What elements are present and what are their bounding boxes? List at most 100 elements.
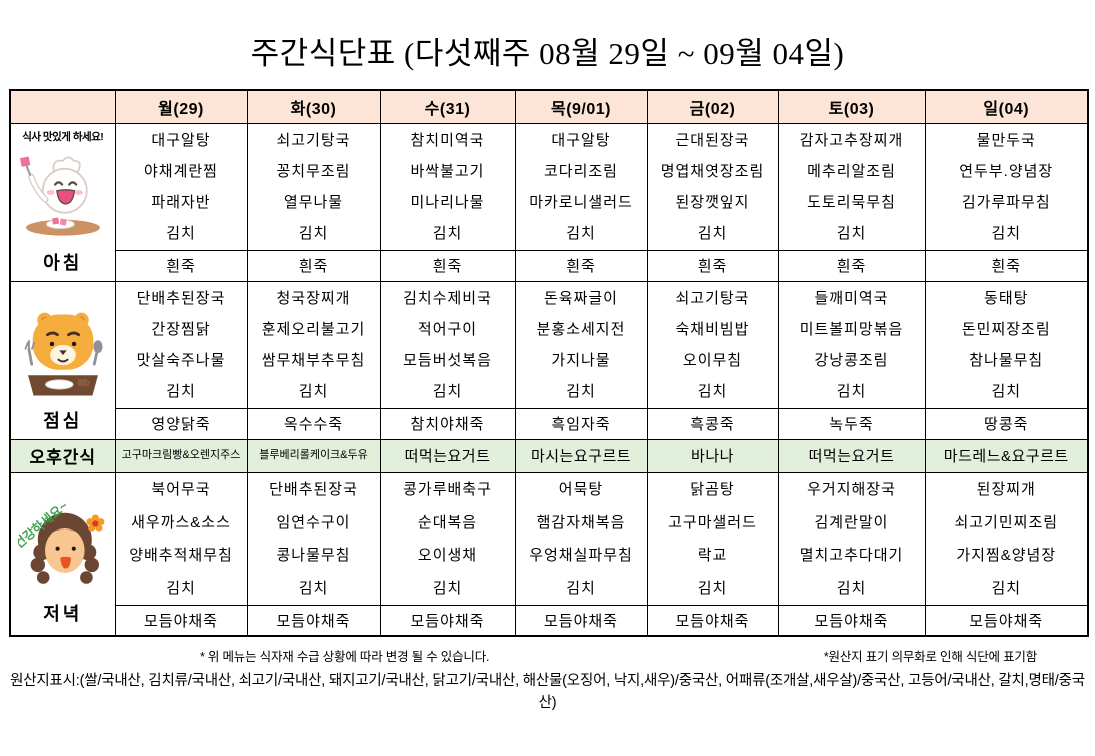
snack-cell-1: 블루베리롤케이크&두유 [246, 438, 381, 473]
dish-dinner-0-2: 양배추적채무침 [129, 546, 233, 564]
dish-lunch-2-1: 적어구이 [417, 320, 478, 338]
table-header-row: 월(29) 화(30) 수(31) 목(9/01) 금(02) 토(03) 일(04) [9, 89, 1089, 124]
dish-breakfast-3-3: 김치 [566, 224, 596, 242]
dish-breakfast-4-1: 명엽채엿장조림 [660, 162, 765, 180]
menu-cell-lunch-0: 단배추된장국 간장찜닭 맛살숙주나물 김치 [114, 280, 248, 409]
dish-dinner-6-0: 된장찌개 [976, 480, 1036, 498]
day-header-5: 토(03) [777, 89, 926, 124]
dish-dinner-3-1: 햄감자채복음 [536, 513, 626, 531]
dish-dinner-0-3: 김치 [166, 579, 196, 597]
eating-character-icon [19, 156, 100, 236]
dish-lunch-6-0: 동태탕 [984, 289, 1029, 307]
dish-lunch-6-3: 김치 [991, 382, 1022, 400]
dish-dinner-1-1: 임연수구이 [276, 513, 351, 531]
dish-lunch-5-0: 들깨미역국 [814, 289, 889, 307]
footnotes-line: * 위 메뉴는 식자재 수급 상황에 따라 변경 될 수 있습니다. *원산지 … [0, 646, 1095, 665]
dish-dinner-6-2: 가지찜&양념장 [956, 546, 1057, 564]
porridge-cell-dinner-6: 모듬야채죽 [924, 604, 1089, 637]
porridge-cell-dinner-2: 모듬야채죽 [379, 604, 516, 637]
dish-breakfast-6-0: 물만두국 [976, 131, 1036, 149]
dish-breakfast-0-2: 파래자반 [151, 193, 211, 211]
dish-breakfast-2-1: 바싹불고기 [410, 162, 485, 180]
dish-lunch-4-0: 쇠고기탕국 [675, 289, 750, 307]
dish-dinner-5-0: 우거지해장국 [807, 480, 896, 498]
dish-lunch-3-0: 돈육짜글이 [543, 289, 618, 307]
dish-dinner-2-0: 콩가루배축구 [403, 480, 492, 498]
breakfast-menu-row: 식사 맛있게 하세요! [9, 122, 1089, 282]
snack-cell-6: 마드레느&요구르트 [924, 438, 1089, 473]
day-header-4: 금(02) [646, 89, 779, 124]
dish-breakfast-4-2: 된장깻잎지 [675, 193, 750, 211]
porridge-cell-lunch-2: 참치야채죽 [379, 407, 516, 440]
origin-disclosure-text: 원산지표시:(쌀/국내산, 김치류/국내산, 쇠고기/국내산, 돼지고기/국내산… [10, 673, 1085, 712]
menu-cell-breakfast-0: 대구알탕 야채계란찜 파래자반 김치 [114, 122, 248, 251]
menu-cell-dinner-5: 우거지해장국 김계란말이 멸치고추다대기 김치 [777, 471, 926, 606]
breakfast-greeting-text: 식사 맛있게 하세요! [22, 130, 104, 143]
dish-lunch-4-3: 김치 [697, 382, 728, 400]
dish-breakfast-1-1: 꽁치무조림 [276, 162, 351, 180]
dish-breakfast-6-1: 연두부.양념장 [959, 162, 1054, 180]
day-header-2: 수(31) [379, 89, 516, 124]
porridge-cell-breakfast-2: 흰죽 [379, 249, 516, 282]
porridge-cell-breakfast-3: 흰죽 [514, 249, 648, 282]
porridge-cell-breakfast-1: 흰죽 [246, 249, 381, 282]
menu-cell-breakfast-5: 감자고추장찌개 메추리알조림 도토리묵무침 김치 [777, 122, 926, 251]
porridge-cell-lunch-0: 영양닭죽 [114, 407, 248, 440]
dish-dinner-1-3: 김치 [298, 579, 329, 597]
menu-cell-lunch-6: 동태탕 돈민찌장조림 참나물무침 김치 [924, 280, 1089, 409]
row-label-breakfast: 아침 [43, 252, 83, 273]
porridge-cell-lunch-5: 녹두죽 [777, 407, 926, 440]
origin-labeling-note: *원산지 표기 의무화로 인해 식단에 표기함 [823, 650, 1037, 664]
dish-lunch-4-1: 숙채비빔밥 [675, 320, 750, 338]
porridge-cell-lunch-4: 흑콩죽 [646, 407, 779, 440]
dish-dinner-0-0: 북어무국 [151, 480, 211, 498]
weekly-menu-page: 주간식단표 (다섯째주 08월 29일 ~ 09월 04일) 월(29) 화(30… [0, 28, 1095, 715]
dish-breakfast-2-3: 김치 [432, 224, 463, 242]
dish-dinner-4-0: 닭곰탕 [690, 480, 735, 498]
dish-breakfast-4-3: 김치 [697, 224, 728, 242]
dish-breakfast-3-0: 대구알탕 [551, 131, 611, 149]
dish-breakfast-3-2: 마카로니샐러드 [529, 193, 633, 211]
dish-lunch-0-0: 단배추된장국 [136, 289, 226, 307]
dish-breakfast-6-3: 김치 [991, 224, 1022, 242]
dish-breakfast-5-1: 메추리알조림 [807, 162, 896, 180]
porridge-cell-lunch-1: 옥수수죽 [246, 407, 381, 440]
dish-dinner-4-3: 김치 [697, 579, 728, 597]
dinner-porridge-row: 모듬야채죽 모듬야채죽 모듬야채죽 모듬야채죽 모듬야채죽 모듬야채죽 모듬야채죽 [10, 604, 1089, 637]
dish-breakfast-1-3: 김치 [298, 224, 329, 242]
dish-breakfast-1-0: 쇠고기탕국 [276, 131, 351, 149]
lunch-porridge-row: 영양닭죽 옥수수죽 참치야채죽 흑임자죽 흑콩죽 녹두죽 땅콩죽 [10, 407, 1089, 440]
dish-breakfast-3-1: 코다리조림 [543, 162, 618, 180]
day-header-1: 화(30) [246, 89, 381, 124]
dish-breakfast-0-0: 대구알탕 [151, 131, 211, 149]
dinner-label-cell: 건강하세요~ 저녁 [9, 471, 116, 637]
breakfast-porridge-row: 흰죽 흰죽 흰죽 흰죽 흰죽 흰죽 흰죽 [10, 249, 1089, 282]
porridge-cell-breakfast-4: 흰죽 [646, 249, 779, 282]
dish-dinner-5-2: 멸치고추다대기 [799, 546, 904, 564]
day-header-3: 목(9/01) [514, 89, 648, 124]
porridge-cell-dinner-4: 모듬야채죽 [646, 604, 779, 637]
dish-lunch-2-3: 김치 [432, 382, 463, 400]
menu-cell-lunch-4: 쇠고기탕국 숙채비빔밥 오이무침 김치 [646, 280, 779, 409]
dish-lunch-3-2: 가지나물 [551, 351, 611, 369]
page-title: 주간식단표 (다섯째주 08월 29일 ~ 09월 04일) [250, 36, 845, 71]
dish-lunch-3-3: 김치 [566, 382, 596, 400]
dish-dinner-3-3: 김치 [566, 579, 596, 597]
menu-cell-lunch-5: 들깨미역국 미트볼피망볶음 강낭콩조림 김치 [777, 280, 926, 409]
dish-breakfast-1-2: 열무나물 [283, 193, 344, 211]
row-label-snack: 오후간식 [9, 438, 116, 473]
dish-breakfast-2-2: 미나리나물 [410, 193, 485, 211]
porridge-cell-dinner-1: 모듬야채죽 [246, 604, 381, 637]
dish-dinner-2-3: 김치 [432, 579, 463, 597]
menu-cell-dinner-0: 북어무국 새우까스&소스 양배추적채무침 김치 [114, 471, 248, 606]
dish-breakfast-0-1: 야채계란찜 [143, 162, 218, 180]
dish-dinner-4-1: 고구마샐러드 [668, 513, 757, 531]
dish-lunch-5-1: 미트볼피망볶음 [799, 320, 904, 338]
dish-breakfast-6-2: 김가루파무침 [961, 193, 1051, 211]
dish-dinner-3-2: 우엉채실파무침 [529, 546, 633, 564]
porridge-cell-dinner-3: 모듬야채죽 [514, 604, 648, 637]
dish-lunch-3-1: 분홍소세지전 [536, 320, 626, 338]
